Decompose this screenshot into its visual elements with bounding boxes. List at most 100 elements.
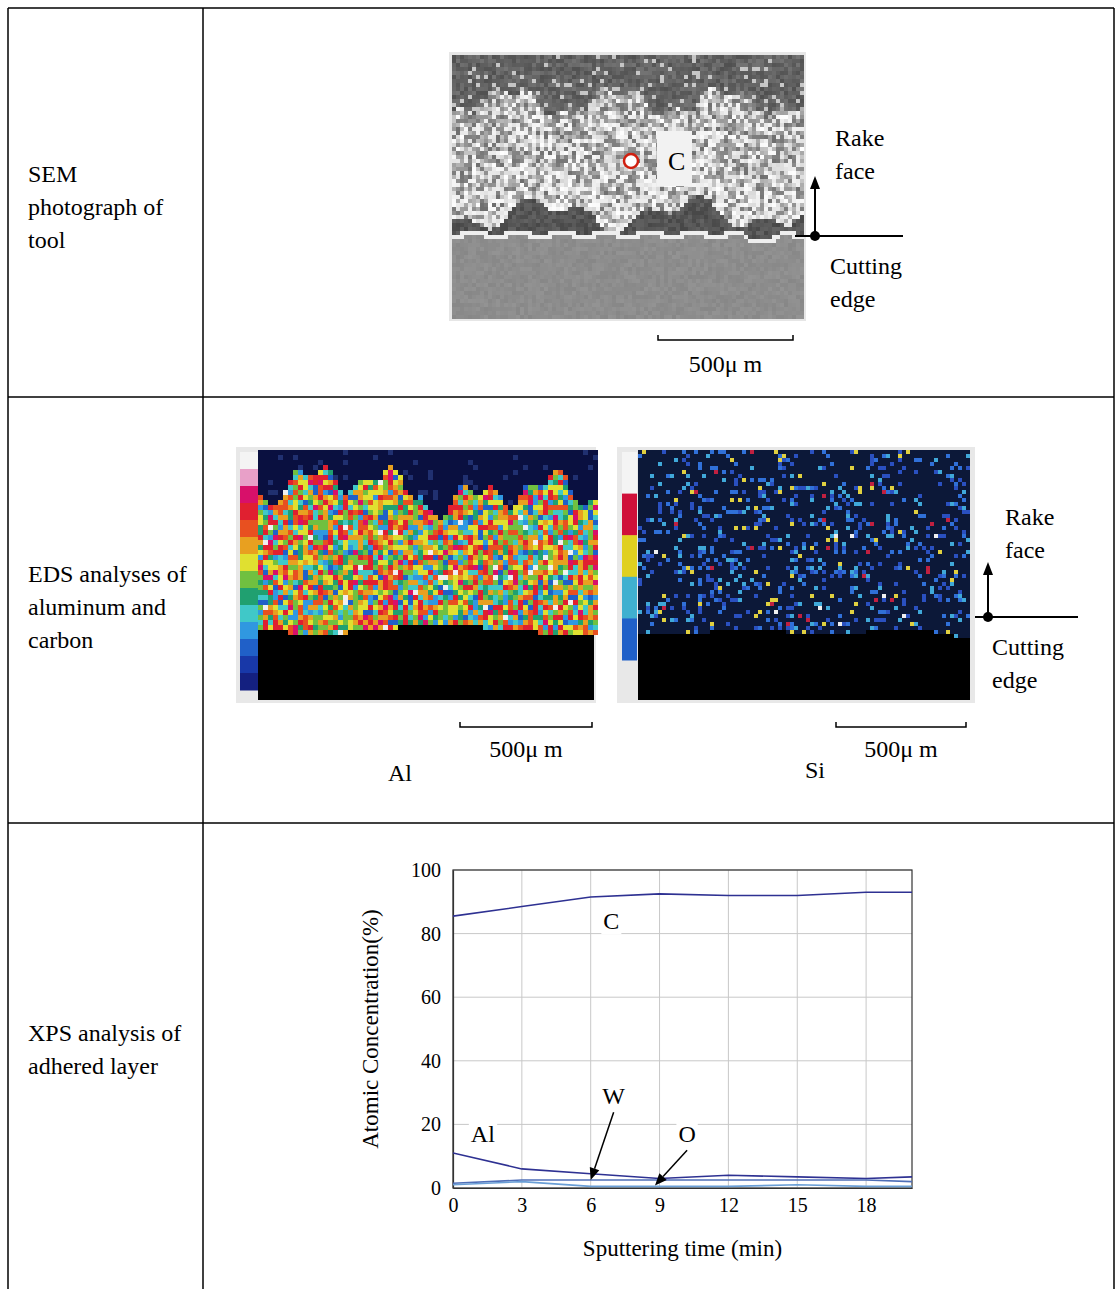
- pixel: [516, 223, 520, 227]
- pixel: [452, 99, 456, 103]
- pixel: [464, 219, 468, 223]
- pixel: [532, 315, 536, 319]
- pixel: [540, 183, 544, 187]
- pixel: [516, 91, 520, 95]
- pixel: [548, 251, 552, 255]
- pixel: [552, 263, 556, 267]
- pixel: [492, 211, 496, 215]
- pixel: [504, 123, 508, 127]
- pixel: [484, 215, 488, 219]
- pixel: [524, 275, 528, 279]
- pixel: [464, 119, 468, 123]
- pixel: [548, 295, 552, 299]
- pixel: [492, 299, 496, 303]
- pixel: [484, 127, 488, 131]
- pixel: [560, 91, 564, 95]
- pixel: [480, 107, 484, 111]
- pixel: [528, 267, 532, 271]
- pixel: [528, 131, 532, 135]
- pixel: [528, 315, 532, 319]
- pixel: [516, 295, 520, 299]
- pixel: [492, 163, 496, 167]
- pixel: [532, 191, 536, 195]
- pixel: [452, 251, 456, 255]
- pixel: [472, 291, 476, 295]
- pixel: [504, 287, 508, 291]
- pixel: [552, 191, 556, 195]
- pixel: [560, 103, 564, 107]
- pixel: [488, 215, 492, 219]
- pixel: [532, 175, 536, 179]
- pixel: [536, 219, 540, 223]
- pixel: [568, 275, 572, 279]
- pixel: [564, 83, 568, 87]
- pixel: [528, 167, 532, 171]
- pixel: [564, 235, 568, 239]
- pixel: [524, 123, 528, 127]
- pixel: [512, 287, 516, 291]
- pixel: [512, 239, 516, 243]
- pixel: [556, 255, 560, 259]
- pixel: [520, 163, 524, 167]
- pixel: [540, 163, 544, 167]
- pixel: [556, 119, 560, 123]
- pixel: [540, 83, 544, 87]
- pixel: [456, 167, 460, 171]
- pixel: [488, 175, 492, 179]
- pixel: [548, 263, 552, 267]
- pixel: [504, 275, 508, 279]
- pixel: [460, 255, 464, 259]
- pixel: [528, 287, 532, 291]
- pixel: [556, 247, 560, 251]
- pixel: [528, 203, 532, 207]
- pixel: [544, 311, 548, 315]
- pixel: [544, 255, 548, 259]
- pixel: [568, 271, 572, 275]
- pixel: [516, 139, 520, 143]
- pixel: [540, 187, 544, 191]
- pixel: [520, 79, 524, 83]
- pixel: [480, 91, 484, 95]
- pixel: [480, 147, 484, 151]
- pixel: [480, 223, 484, 227]
- pixel: [560, 191, 564, 195]
- pixel: [544, 259, 548, 263]
- pixel: [472, 79, 476, 83]
- pixel: [548, 123, 552, 127]
- pixel: [460, 55, 464, 59]
- pixel: [556, 263, 560, 267]
- pixel: [516, 263, 520, 267]
- pixel: [552, 143, 556, 147]
- pixel: [492, 311, 496, 315]
- pixel: [500, 295, 504, 299]
- pixel: [476, 167, 480, 171]
- pixel: [464, 215, 468, 219]
- pixel: [468, 139, 472, 143]
- pixel: [468, 223, 472, 227]
- pixel: [504, 203, 508, 207]
- pixel: [472, 159, 476, 163]
- pixel: [500, 79, 504, 83]
- pixel: [468, 227, 472, 231]
- pixel: [508, 299, 512, 303]
- pixel: [536, 63, 540, 67]
- pixel: [496, 219, 500, 223]
- pixel: [456, 207, 460, 211]
- pixel: [480, 211, 484, 215]
- pixel: [492, 239, 496, 243]
- pixel: [472, 255, 476, 259]
- pixel: [504, 91, 508, 95]
- pixel: [524, 307, 528, 311]
- pixel: [520, 307, 524, 311]
- pixel: [456, 211, 460, 215]
- pixel: [468, 191, 472, 195]
- pixel: [488, 167, 492, 171]
- pixel: [520, 151, 524, 155]
- pixel: [492, 63, 496, 67]
- pixel: [564, 151, 568, 155]
- pixel: [492, 219, 496, 223]
- pixel: [472, 75, 476, 79]
- pixel: [484, 167, 488, 171]
- pixel: [472, 315, 476, 319]
- pixel: [560, 315, 564, 319]
